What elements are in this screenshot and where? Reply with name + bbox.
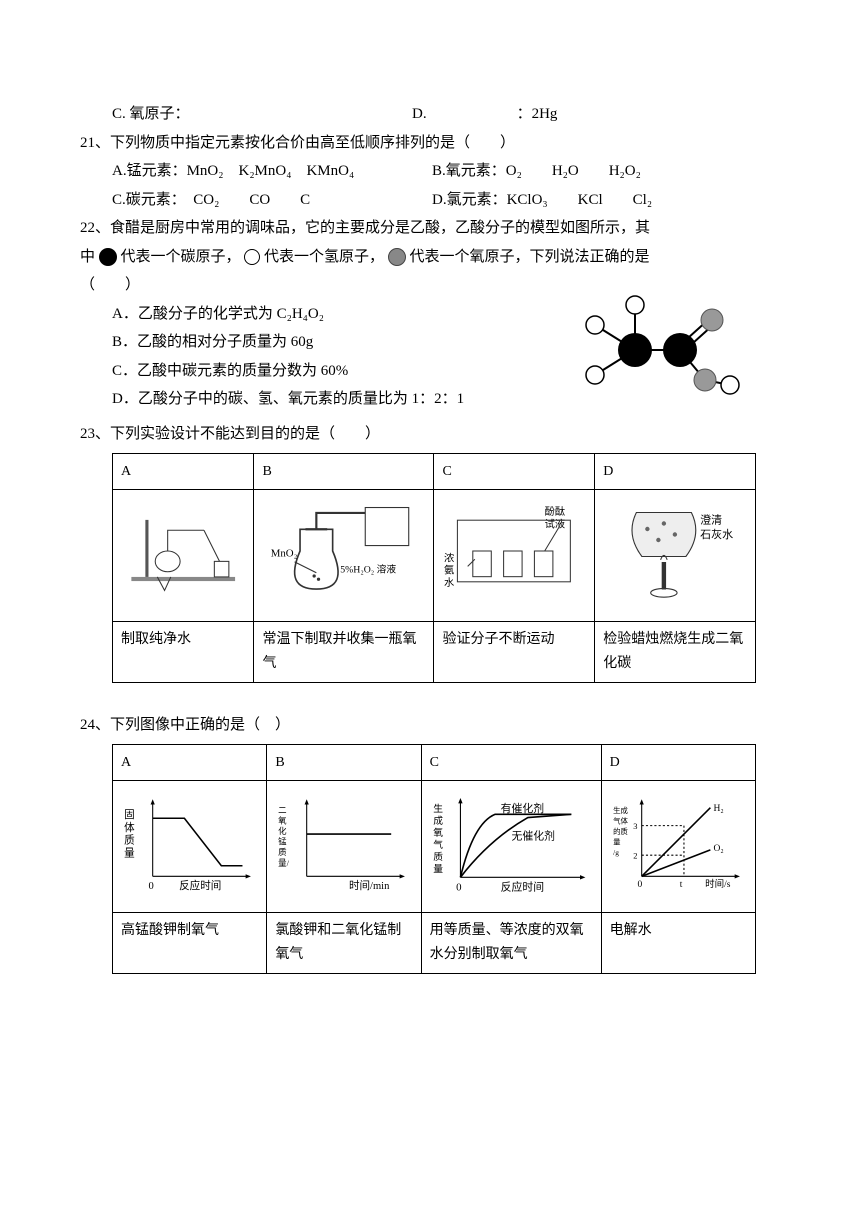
q23-stem: 23、下列实验设计不能达到目的的是（ ）: [80, 420, 780, 449]
q24-h-d: D: [601, 744, 755, 781]
q24-img-a: 固 体 质 量 0 反应时间: [113, 781, 267, 913]
q20-opt-c: C. 氧原子：: [112, 100, 412, 129]
svg-text:澄清: 澄清: [700, 513, 722, 527]
q20-opt-d-tail: ：2Hg: [517, 100, 558, 129]
svg-text:气: 气: [433, 838, 443, 851]
q23-h-d: D: [595, 453, 756, 490]
q23-img-d: 澄清 石灰水: [595, 490, 756, 622]
svg-text:质: 质: [433, 851, 443, 863]
q21-opt-a: A.锰元素：MnO₂ K₂MnO₄ KMnO₄: [112, 157, 432, 186]
hydrogen-atom-icon: [244, 249, 260, 265]
q24-img-c: 生 成 氧 气 质 量 有催化剂 无催化剂 0 反应时间: [421, 781, 601, 913]
q23-d-d: 检验蜡烛燃烧生成二氧化碳: [595, 622, 756, 683]
svg-text:化: 化: [278, 827, 287, 837]
svg-text:试液: 试液: [545, 518, 566, 531]
q21-row2: C.碳元素： CO₂ CO C D.氯元素：KClO₃ KCl Cl₂: [80, 186, 780, 215]
carbon-atom-icon: [99, 248, 117, 266]
q22-stem2: 中 代表一个碳原子， 代表一个氢原子， 代表一个氧原子，下列说法正确的是: [80, 243, 780, 272]
q24-d-b: 氯酸钾和二氧化锰制氧气: [267, 913, 421, 974]
svg-text:生成: 生成: [613, 806, 628, 815]
q24-table: A B C D 固 体 质 量 0 反应时间: [112, 744, 756, 974]
q23-table: A B C D MnO₂ 5%H₂O₂ 溶液: [112, 453, 756, 683]
svg-text:水: 水: [445, 577, 455, 589]
q24-d-a: 高锰酸钾制氧气: [113, 913, 267, 974]
q21-opt-c: C.碳元素： CO₂ CO C: [112, 186, 432, 215]
q22-stem1: 22、食醋是厨房中常用的调味品，它的主要成分是乙酸，乙酸分子的模型如图所示，其: [80, 214, 780, 243]
svg-text:时间/min: 时间/min: [349, 879, 390, 892]
q24-d-c: 用等质量、等浓度的双氧水分别制取氧气: [421, 913, 601, 974]
svg-text:的质: 的质: [613, 828, 628, 837]
q21-opt-d: D.氯元素：KClO₃ KCl Cl₂: [432, 186, 652, 215]
svg-text:二: 二: [278, 805, 286, 815]
svg-text:固: 固: [124, 810, 135, 822]
svg-text:无催化剂: 无催化剂: [511, 829, 554, 843]
q24-img-d: 3 2 H₂ O₂ 生成 气体 的质 量 /g 0 t 时间/s: [601, 781, 755, 913]
svg-text:有催化剂: 有催化剂: [500, 802, 543, 816]
q24-h-c: C: [421, 744, 601, 781]
q21-row1: A.锰元素：MnO₂ K₂MnO₄ KMnO₄ B.氧元素：O₂ H₂O H₂O…: [80, 157, 780, 186]
svg-text:氨: 氨: [445, 564, 455, 577]
svg-text:浓: 浓: [445, 553, 455, 565]
svg-text:2: 2: [633, 851, 637, 861]
oxygen-atom-icon: [388, 248, 406, 266]
q24-h-b: B: [267, 744, 421, 781]
svg-text:时间/s: 时间/s: [705, 878, 731, 890]
svg-text:生: 生: [433, 803, 443, 816]
q23-d-b: 常温下制取并收集一瓶氧气: [254, 622, 434, 683]
q23-img-a: [113, 490, 254, 622]
q22-tail: 代表一个氧原子，下列说法正确的是: [410, 249, 650, 265]
svg-text:量: 量: [124, 848, 135, 860]
q22-mid2: 代表一个氢原子，: [264, 249, 384, 265]
q23-b-label2: 5%H₂O₂ 溶液: [341, 563, 397, 576]
svg-text:量/: 量/: [278, 858, 289, 868]
q23-h-b: B: [254, 453, 434, 490]
svg-text:0: 0: [456, 882, 462, 894]
svg-text:质: 质: [278, 848, 287, 858]
q24-h-a: A: [113, 744, 267, 781]
q23-b-label1: MnO₂: [271, 548, 298, 560]
svg-text:质: 质: [124, 835, 135, 847]
svg-text:反应时间: 反应时间: [500, 880, 543, 894]
svg-text:成: 成: [433, 816, 443, 828]
acetic-acid-molecule-icon: [570, 290, 740, 421]
q23-d-a: 制取纯净水: [113, 622, 254, 683]
svg-text:t: t: [679, 880, 682, 890]
svg-text:3: 3: [633, 821, 637, 831]
svg-text:O₂: O₂: [713, 844, 723, 854]
svg-text:锰: 锰: [278, 837, 287, 847]
svg-text:体: 体: [124, 822, 135, 834]
q24-stem: 24、下列图像中正确的是（ ）: [80, 711, 780, 740]
q24-d-d: 电解水: [601, 913, 755, 974]
q21-stem: 21、下列物质中指定元素按化合价由高至低顺序排列的是（ ）: [80, 129, 780, 158]
svg-text:量: 量: [613, 838, 621, 847]
q23-d-c: 验证分子不断运动: [434, 622, 595, 683]
svg-text:氧: 氧: [278, 816, 287, 826]
q20-opt-d-gap: [427, 100, 517, 129]
svg-text:0: 0: [148, 881, 153, 892]
svg-text:0: 0: [637, 880, 642, 890]
q23-img-b: MnO₂ 5%H₂O₂ 溶液: [254, 490, 434, 622]
q22-mid1: 代表一个碳原子，: [121, 249, 241, 265]
svg-text:酚酞: 酚酞: [545, 505, 566, 518]
svg-text:H₂: H₂: [713, 804, 723, 814]
svg-text:量: 量: [433, 863, 443, 875]
q20-opt-d-label: D.: [412, 100, 427, 129]
q23-img-c: 浓 氨 水 酚酞 试液: [434, 490, 595, 622]
q24-img-b: 二 氧 化 锰 质 量/ 时间/min: [267, 781, 421, 913]
svg-text:氧: 氧: [433, 827, 443, 840]
q21-opt-b: B.氧元素：O₂ H₂O H₂O₂: [432, 157, 641, 186]
q20-options-cd: C. 氧原子： D. ：2Hg: [80, 100, 780, 129]
q23-h-c: C: [434, 453, 595, 490]
svg-text:石灰水: 石灰水: [700, 527, 733, 541]
svg-text:反应时间: 反应时间: [179, 879, 221, 892]
q22-pre: 中: [80, 249, 95, 265]
svg-text:/g: /g: [613, 849, 619, 858]
q23-h-a: A: [113, 453, 254, 490]
svg-text:气体: 气体: [613, 817, 628, 826]
